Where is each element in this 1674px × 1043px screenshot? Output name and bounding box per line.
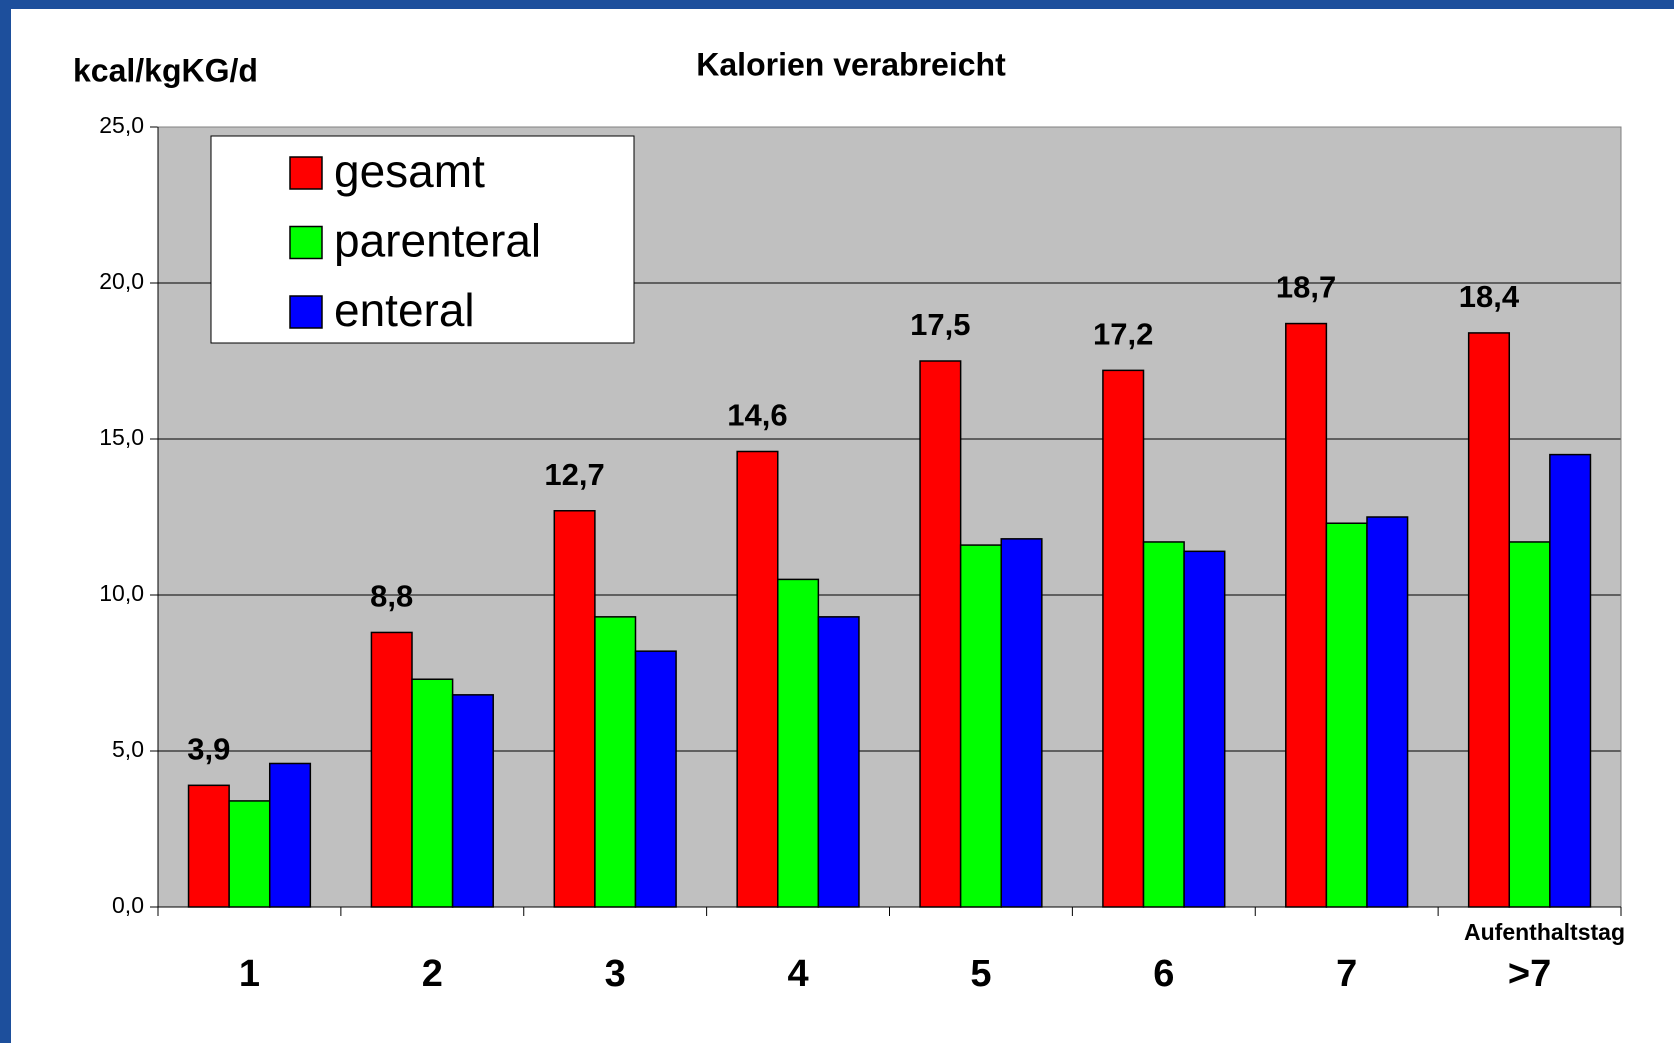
bar: [1325, 522, 1368, 908]
chart-title: Kalorien verabreicht: [696, 46, 1006, 82]
bar: [1467, 332, 1511, 908]
bar: [268, 762, 312, 908]
bar: [1508, 541, 1551, 908]
y-axis-label: kcal/kgKG/d: [73, 52, 258, 88]
legend-swatch: [289, 295, 323, 329]
legend-swatch: [289, 156, 323, 190]
legend-swatch: [289, 225, 323, 260]
bar: [1285, 322, 1328, 908]
legend-box: [210, 135, 635, 344]
x-axis-label: Aufenthaltstag: [1464, 919, 1625, 945]
bar: [553, 510, 596, 908]
x-tick-label: 3: [605, 953, 626, 995]
bar: [411, 678, 454, 908]
y-tick-label: 5,0: [112, 736, 144, 762]
bar: [1183, 550, 1226, 908]
bar: [594, 616, 637, 908]
bar: [451, 694, 494, 908]
value-label: 18,4: [1459, 279, 1520, 314]
y-tick-label: 25,0: [99, 112, 144, 138]
legend-label: gesamt: [334, 145, 485, 197]
value-label: 18,7: [1276, 270, 1336, 305]
x-tick-label: >7: [1508, 953, 1551, 995]
x-tick-label: 7: [1336, 953, 1357, 995]
x-tick-label: 5: [970, 953, 991, 995]
bar: [817, 616, 860, 908]
y-tick-label: 20,0: [99, 268, 144, 294]
bar: [228, 800, 271, 908]
x-tick-label: 6: [1153, 953, 1174, 995]
bar: [1142, 541, 1185, 908]
bar: [1549, 453, 1592, 908]
bar: [736, 450, 779, 908]
value-label: 17,5: [910, 307, 970, 342]
value-label: 3,9: [187, 732, 230, 767]
y-tick-label: 0,0: [112, 892, 144, 918]
bar: [370, 631, 413, 908]
legend-label: enteral: [334, 284, 475, 336]
bar: [1000, 538, 1043, 908]
value-label: 8,8: [370, 579, 413, 614]
bar: [187, 784, 230, 908]
bar: [1102, 369, 1145, 908]
bar: [777, 578, 820, 908]
bar: [1366, 516, 1409, 908]
value-label: 12,7: [544, 457, 604, 492]
bar: [634, 650, 677, 908]
bar: [919, 360, 962, 908]
x-tick-label: 4: [787, 953, 808, 995]
y-tick-label: 15,0: [99, 424, 144, 450]
legend-label: parenteral: [334, 215, 541, 267]
value-label: 17,2: [1093, 317, 1153, 352]
bar: [959, 544, 1002, 908]
value-label: 14,6: [727, 398, 787, 433]
y-tick-label: 10,0: [99, 580, 144, 606]
x-tick-label: 2: [422, 953, 443, 995]
x-tick-label: 1: [239, 953, 260, 995]
